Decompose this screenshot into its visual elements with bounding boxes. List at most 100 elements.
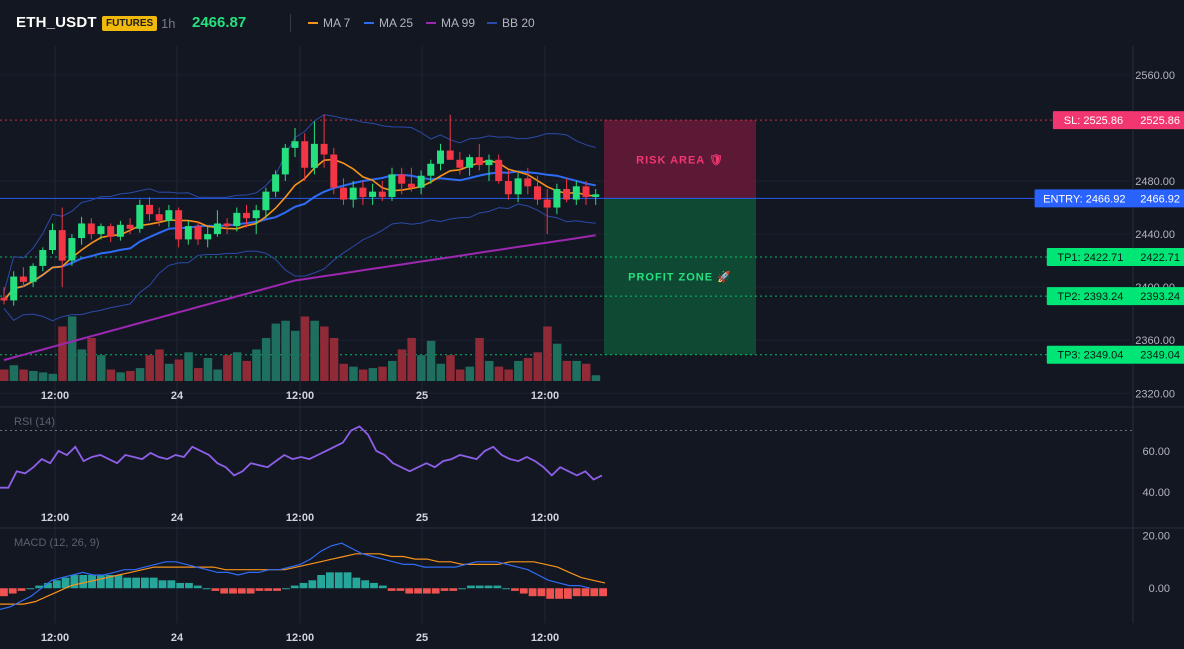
candle-body [155,214,163,221]
legend-bb20-label: BB 20 [502,16,535,30]
macd-histogram-bar [79,575,88,589]
macd-histogram-bar [563,588,572,599]
volume-bar [116,372,125,381]
level-price-tag [1134,189,1184,208]
candle-body [378,191,386,197]
macd-histogram-bar [149,577,158,589]
profit-zone [604,198,756,355]
volume-bar [155,349,164,381]
last-price: 2466.87 [192,14,247,31]
volume-bar [145,355,154,381]
macd-histogram-bar [537,588,546,597]
candle-body [213,223,221,235]
macd-histogram-bar [308,580,317,589]
macd-histogram-bar [467,585,475,589]
level-price-text: 2525.86 [1140,115,1180,127]
legend-ma25-label: MA 25 [379,16,414,30]
macd-histogram-bar [176,582,185,589]
volume-bar [426,340,436,381]
legend-ma7[interactable]: MA 7 [308,16,350,30]
macd-histogram-bar [343,572,352,589]
time-axes: 12:00 24 12:00 25 12:00 12:00 24 12:00 25 12:00 12… [41,390,559,644]
level-lines [0,119,1058,356]
macd-histogram-bar [167,580,176,589]
legend-ma25[interactable]: MA 25 [364,16,413,30]
symbol-title[interactable]: ETH_USDT [16,14,97,31]
candle-body [495,159,503,182]
bb-lower-line [3,203,596,322]
candle-body [291,141,299,148]
volume-bar [242,360,251,381]
macd-tick-label: 20.00 [1142,530,1170,542]
volume-bar [475,337,484,381]
candle-body [136,204,144,229]
price-axes: 2560.002480.002440.002400.002360.002320.… [1135,70,1175,400]
futures-badge: FUTURES [102,16,158,31]
candle-body [49,230,56,250]
volume-bar [261,337,271,381]
level-tag-text: TP3: 2349.04 [1057,350,1123,362]
macd-histogram-bar [440,588,449,591]
candle-body [281,147,289,175]
candle-body [320,143,328,155]
time-tick-label: 12:00 [41,512,69,524]
macd-histogram-bar [370,582,378,589]
macd-histogram-bar [255,588,264,591]
macd-histogram-bar [493,585,502,589]
volume-bar [9,365,19,381]
macd-histogram-bar [581,588,590,597]
candle-body [184,226,192,240]
macd-histogram-bar [8,588,17,594]
macd-histogram-bar [326,572,334,589]
candle-body [301,141,309,168]
candle-body [116,224,124,237]
level-badges[interactable]: SL: 2525.86 2525.86 ENTRY: 2466.92 2466.92 T… [1034,111,1184,364]
candle-body [19,276,27,282]
macd-histogram-bar [132,577,140,589]
volume-bar [494,366,504,381]
candle-body [330,154,338,188]
time-tick-label: 12:00 [531,390,559,402]
price-tick-label: 2440.00 [1135,229,1175,241]
macd-line [0,542,591,610]
volume-bar [106,369,116,381]
price-tick-label: 2480.00 [1135,176,1175,188]
level-tag-text: TP2: 2393.24 [1057,291,1123,303]
candle-body [485,159,493,166]
macd-histogram-bar [88,575,96,589]
legend-bb20[interactable]: BB 20 [487,16,535,30]
macd-histogram-bar [185,582,193,589]
candle-body [524,178,532,187]
macd-histogram-bar [193,585,202,589]
timeframe-label[interactable]: 1h [161,16,176,31]
candle-body [39,250,47,266]
legend-ma99[interactable]: MA 99 [426,16,475,30]
macd-histogram-bar [299,582,308,589]
candle-body [107,226,115,237]
candle-body [146,204,153,215]
candle-body [262,191,270,211]
time-tick-label: 12:00 [531,632,559,644]
volume-bar [184,352,193,381]
volume-bar [164,363,174,381]
level-price-text: 2422.71 [1140,252,1180,264]
price-tick-label: 2320.00 [1135,388,1175,400]
risk-area-label: RISK AREA 🛡 [636,153,724,166]
volume-bar [378,366,387,381]
volume-bar [514,360,523,381]
macd-histogram-bar [334,572,343,589]
macd-histogram-bar [572,588,581,597]
price-tick-label: 2560.00 [1135,70,1175,82]
time-tick-label: 12:00 [41,632,69,644]
time-tick-label: 24 [171,632,184,644]
candle-body [407,183,415,188]
volume-bar [455,369,465,381]
candle-body [175,210,183,240]
macd-histogram-bar [70,575,79,589]
volume-bar [504,369,513,381]
rsi-pane: RSI (14) 60.00 40.00 [0,416,1170,499]
level-price-tag [1134,287,1184,306]
ma25-swatch [364,22,374,24]
volume-bar [533,352,542,381]
